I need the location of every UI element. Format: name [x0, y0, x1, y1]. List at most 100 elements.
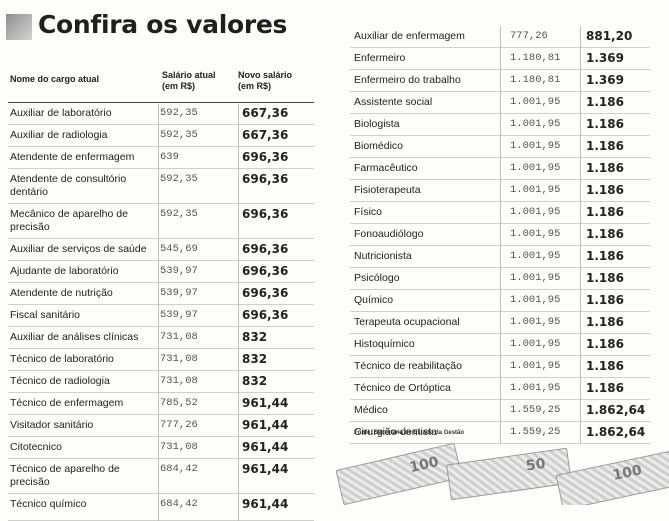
cell-cargo: Auxiliar de serviços de saúde: [10, 243, 147, 255]
cell-cargo: Auxiliar de enfermagem: [354, 30, 465, 42]
cell-novo-salario: 832: [242, 352, 268, 366]
cell-novo-salario: 1.186: [586, 95, 624, 109]
header-cargo: Nome do cargo atual: [10, 74, 100, 84]
table-row: Ajudante de laboratório 539,97 696,36: [8, 261, 314, 283]
cell-novo-salario: 1.186: [586, 315, 624, 329]
banknote-value: 100: [611, 462, 644, 484]
table-header: Nome do cargo atual Salário atual (em R$…: [8, 68, 314, 103]
cell-salario-atual: 1.001,95: [510, 250, 561, 262]
cell-novo-salario: 1.186: [586, 227, 624, 241]
cell-novo-salario: 1.186: [586, 183, 624, 197]
cell-novo-salario: 1.186: [586, 139, 624, 153]
cell-novo-salario: 1.186: [586, 337, 624, 351]
cell-salario-atual: 1.001,95: [510, 316, 561, 328]
cell-cargo: Atendente de nutrição: [10, 287, 113, 299]
cell-salario-atual: 639: [160, 151, 179, 163]
left-rows: Auxiliar de laboratório 592,35 667,36 Auxil…: [8, 103, 314, 521]
cell-novo-salario: 1.862,64: [586, 403, 646, 417]
cell-salario-atual: 1.001,95: [510, 294, 561, 306]
cell-salario-atual: 1.559,25: [510, 404, 561, 416]
salary-table-right: Auxiliar de enfermagem 777,26 881,20 Enferm…: [350, 26, 650, 444]
column-divider: [158, 104, 159, 521]
cell-novo-salario: 696,36: [242, 286, 289, 300]
cell-salario-atual: 785,52: [160, 397, 198, 409]
cell-cargo: Técnico de reabilitação: [354, 360, 462, 372]
table-row: Atendente de consultório dentário 592,35 6…: [8, 169, 314, 204]
banknote-value: 50: [525, 455, 547, 475]
cell-cargo: Atendente de consultório dentário: [10, 173, 127, 198]
cell-novo-salario: 1.186: [586, 161, 624, 175]
cell-salario-atual: 592,35: [160, 129, 198, 141]
salary-table-left: Nome do cargo atual Salário atual (em R$…: [8, 68, 314, 521]
cell-cargo: Técnico de enfermagem: [10, 397, 124, 409]
table-row: Técnico químico 684,42 961,44: [8, 494, 314, 521]
cell-novo-salario: 961,44: [242, 497, 289, 511]
cell-salario-atual: 539,97: [160, 287, 198, 299]
cell-cargo: Citotecnico: [10, 441, 62, 453]
cell-cargo: Nutricionista: [354, 250, 412, 262]
cell-salario-atual: 545,69: [160, 243, 198, 255]
cell-novo-salario: 1.369: [586, 51, 624, 65]
cell-salario-atual: 1.001,95: [510, 162, 561, 174]
cell-novo-salario: 1.186: [586, 271, 624, 285]
cell-salario-atual: 592,35: [160, 107, 198, 119]
cell-novo-salario: 1.186: [586, 293, 624, 307]
page-title: Confira os valores: [38, 10, 288, 39]
table-row: Auxiliar de radiologia 592,35 667,36: [8, 125, 314, 147]
cell-cargo: Psicólogo: [354, 272, 400, 284]
cell-novo-salario: 832: [242, 330, 268, 344]
cell-salario-atual: 1.001,95: [510, 206, 561, 218]
cell-salario-atual: 592,35: [160, 208, 198, 220]
cell-cargo: Terapeuta ocupacional: [354, 316, 460, 328]
cell-cargo: Físico: [354, 206, 383, 218]
banknote: 100: [555, 449, 669, 505]
cell-salario-atual: 1.001,95: [510, 184, 561, 196]
table-row: Citotecnico 731,08 961,44: [8, 437, 314, 459]
cell-cargo: Químico: [354, 294, 394, 306]
cell-novo-salario: 696,36: [242, 264, 289, 278]
cell-salario-atual: 539,97: [160, 309, 198, 321]
table-row: Visitador sanitário 777,26 961,44: [8, 415, 314, 437]
table-row: Fiscal sanitário 539,97 696,36: [8, 305, 314, 327]
table-row: Físico 1.001,95 1.186: [350, 202, 650, 224]
title-accent-bar: [6, 14, 32, 40]
cell-novo-salario: 1.186: [586, 359, 624, 373]
table-row: Mecânico de aparelho de precisão 592,35 69…: [8, 204, 314, 239]
cell-salario-atual: 1.180,81: [510, 52, 561, 64]
table-row: Atendente de nutrição 539,97 696,36: [8, 283, 314, 305]
cell-novo-salario: 961,44: [242, 396, 289, 410]
cell-cargo: Atendente de enfermagem: [10, 151, 135, 163]
cell-novo-salario: 961,44: [242, 440, 289, 454]
cell-salario-atual: 1.559,25: [510, 426, 561, 438]
cell-salario-atual: 1.001,95: [510, 360, 561, 372]
cell-novo-salario: 1.186: [586, 117, 624, 131]
cell-novo-salario: 1.369: [586, 73, 624, 87]
cell-cargo: Visitador sanitário: [10, 419, 94, 431]
cell-salario-atual: 539,97: [160, 265, 198, 277]
table-row: Auxiliar de serviços de saúde 545,69 696,3…: [8, 239, 314, 261]
table-row: Atendente de enfermagem 639 696,36: [8, 147, 314, 169]
banknote: 100: [335, 442, 463, 505]
cell-novo-salario: 1.186: [586, 249, 624, 263]
table-row: Assistente social 1.001,95 1.186: [350, 92, 650, 114]
cell-cargo: Auxiliar de análises clínicas: [10, 331, 139, 343]
cell-salario-atual: 1.001,95: [510, 338, 561, 350]
cell-cargo: Ajudante de laboratório: [10, 265, 119, 277]
cell-cargo: Auxiliar de laboratório: [10, 107, 112, 119]
cell-novo-salario: 696,36: [242, 150, 289, 164]
cell-cargo: Técnico de Ortóptica: [354, 382, 451, 394]
cell-cargo: Técnico de radiologia: [10, 375, 110, 387]
cell-cargo: Médico: [354, 404, 388, 416]
header-novo-salario: Novo salário (em R$): [238, 70, 293, 91]
cell-salario-atual: 1.180,81: [510, 74, 561, 86]
cell-salario-atual: 684,42: [160, 498, 198, 510]
cell-novo-salario: 667,36: [242, 128, 289, 142]
column-divider: [580, 26, 581, 444]
cell-cargo: Histoquímico: [354, 338, 415, 350]
cell-novo-salario: 667,36: [242, 106, 289, 120]
table-row: Auxiliar de análises clínicas 731,08 832: [8, 327, 314, 349]
right-rows: Auxiliar de enfermagem 777,26 881,20 Enferm…: [350, 26, 650, 444]
banknote-value: 100: [408, 454, 441, 477]
cell-salario-atual: 684,42: [160, 463, 198, 475]
cell-cargo: Fisioterapeuta: [354, 184, 421, 196]
